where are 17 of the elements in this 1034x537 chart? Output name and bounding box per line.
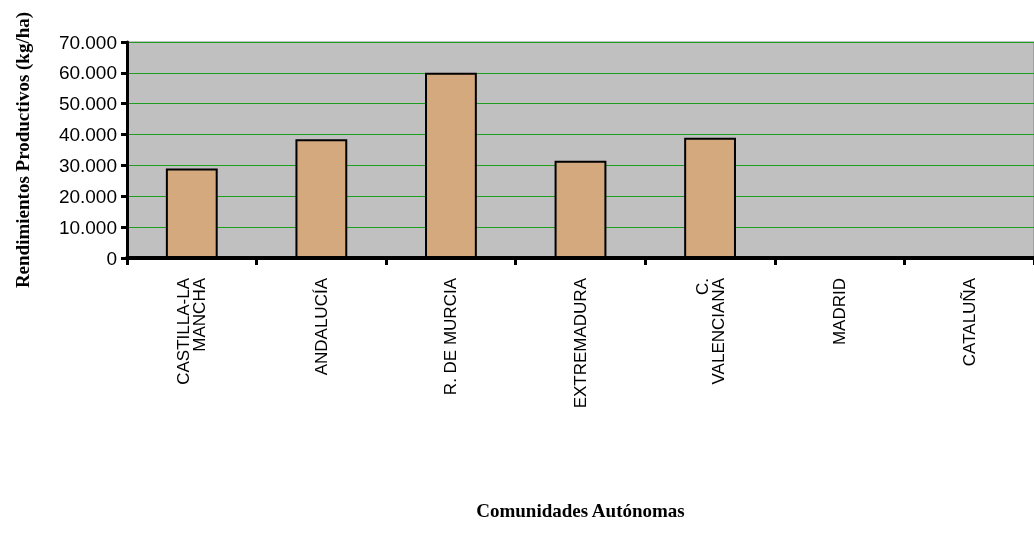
y-tick-label: 10.000 <box>58 216 117 238</box>
x-tick-label: MADRID <box>830 278 850 346</box>
x-tick-label: CASTILLA-LA MANCHA <box>174 277 210 385</box>
x-tick-label: R. DE MURCIA <box>441 277 461 396</box>
y-tick-label: 0 <box>106 247 117 269</box>
x-axis-title: Comunidades Autónomas <box>476 500 685 521</box>
x-tick-label: CATALUÑA <box>959 277 979 367</box>
y-tick-label: 30.000 <box>58 154 117 176</box>
y-tick-label: 20.000 <box>58 185 117 207</box>
x-tick-label: EXTREMADURA <box>571 277 590 409</box>
y-tick-label: 60.000 <box>58 62 117 84</box>
y-axis-title: Rendimientos Productivos (kg/ha) <box>12 11 34 289</box>
y-tick-label: 50.000 <box>58 93 117 115</box>
y-tick-label: 70.000 <box>58 31 117 53</box>
x-tick-label: ANDALUCÍA <box>311 277 331 376</box>
x-tick-label: C. VALENCIANA <box>692 277 728 385</box>
y-tick-label: 40.000 <box>58 124 117 146</box>
